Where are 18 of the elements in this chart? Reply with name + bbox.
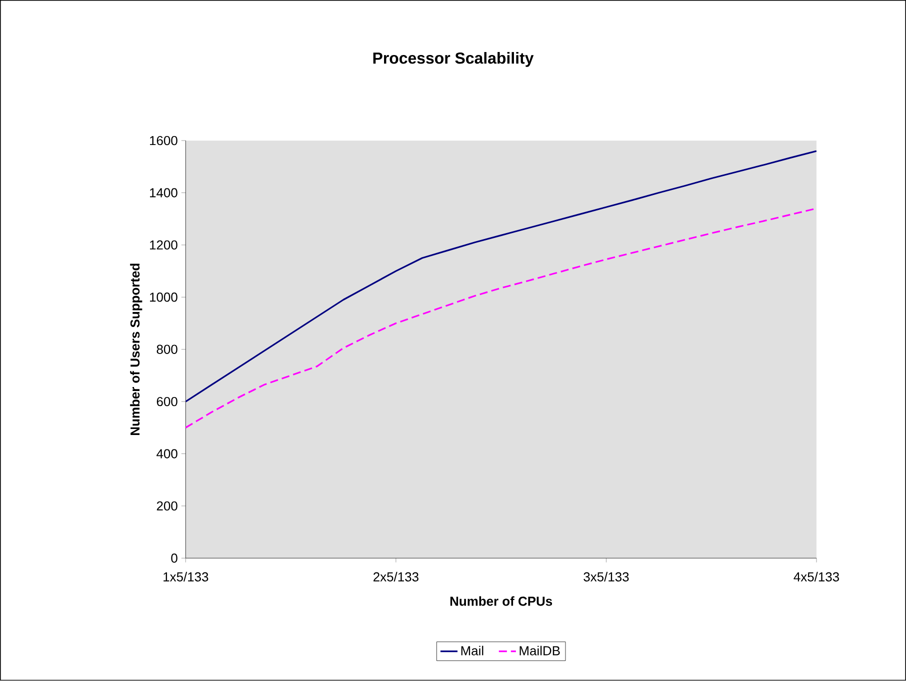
y-tick-label: 400 bbox=[156, 449, 178, 458]
x-tick-label: 4x5/133 bbox=[794, 572, 839, 582]
chart-title: Processor Scalability bbox=[373, 52, 534, 68]
y-tick-label: 1400 bbox=[150, 188, 178, 198]
legend-label: Mail bbox=[461, 646, 484, 656]
x-axis-title: Number of CPUs bbox=[450, 596, 552, 606]
y-tick-label: 600 bbox=[156, 397, 178, 406]
y-tick-label: 0 bbox=[171, 554, 178, 563]
x-tick-label: 3x5/133 bbox=[584, 572, 629, 582]
y-tick-label: 1200 bbox=[150, 240, 178, 250]
y-tick-label: 200 bbox=[156, 501, 178, 511]
y-tick-label: 1600 bbox=[150, 136, 178, 146]
y-axis-title: Number of Users Supported bbox=[130, 264, 142, 436]
y-tick-label: 800 bbox=[156, 344, 178, 354]
legend-label: MailDB bbox=[520, 646, 560, 656]
x-tick-label: 2x5/133 bbox=[374, 572, 418, 582]
x-tick-label: 1x5/133 bbox=[164, 572, 208, 582]
y-tick-label: 1000 bbox=[150, 292, 178, 302]
